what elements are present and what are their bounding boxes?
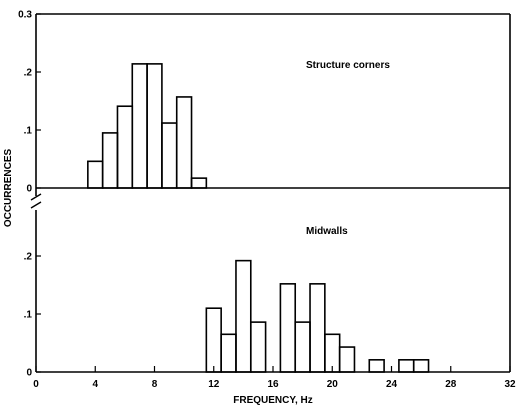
histogram-bin	[309, 283, 326, 373]
x-tick-label: 12	[208, 379, 220, 390]
y-tick-label: 0	[26, 184, 32, 195]
x-tick-label: 4	[92, 379, 98, 390]
x-tick-label: 20	[327, 379, 339, 390]
x-tick-label: 16	[267, 379, 279, 390]
y-tick-label: .1	[24, 126, 33, 137]
histogram-bin	[190, 177, 208, 189]
y-tick-label: .2	[24, 252, 33, 263]
histogram-bin	[294, 321, 311, 373]
x-tick-label: 8	[152, 379, 158, 390]
histogram-bin	[87, 160, 104, 189]
y-tick-label: .2	[24, 68, 33, 79]
histogram-bin	[338, 346, 356, 373]
histogram-bin	[412, 359, 430, 373]
histogram-bin	[146, 63, 163, 189]
y-tick-label: 0.3	[18, 10, 32, 21]
y-tick-label: .1	[24, 310, 33, 321]
histogram-bin	[101, 132, 119, 189]
histogram-bin	[205, 307, 222, 373]
x-tick-label: 28	[445, 379, 457, 390]
histogram-bin	[116, 105, 134, 189]
x-tick-label: 0	[33, 379, 39, 390]
x-tick-label: 32	[504, 379, 516, 390]
x-ticks: 0 4 8 12 16 20 24 28 32	[33, 366, 516, 390]
histogram-structure-corners	[87, 63, 208, 189]
histogram-bin	[161, 122, 178, 189]
x-tick-label: 24	[386, 379, 398, 390]
y-axis-title: OCCURRENCES	[3, 149, 14, 228]
y-tick-label: 0	[26, 368, 32, 379]
axis-break-mark	[30, 193, 42, 209]
y-ticks: 0 .1 .2 0.3 0 .1 .2	[18, 10, 41, 379]
histogram-bin	[279, 283, 297, 373]
histogram-bin	[220, 333, 237, 373]
histogram-bin	[131, 63, 148, 189]
histogram-bin	[249, 321, 267, 373]
histogram-bin	[175, 96, 193, 189]
panel-label-structure-corners: Structure corners	[306, 60, 390, 71]
histogram-bin	[368, 359, 385, 373]
x-axis-title: FREQUENCY, Hz	[233, 395, 312, 406]
histogram-midwalls	[205, 259, 430, 373]
histogram-bin	[235, 259, 252, 373]
panel-label-midwalls: Midwalls	[306, 226, 348, 237]
histogram-bin	[398, 359, 415, 373]
